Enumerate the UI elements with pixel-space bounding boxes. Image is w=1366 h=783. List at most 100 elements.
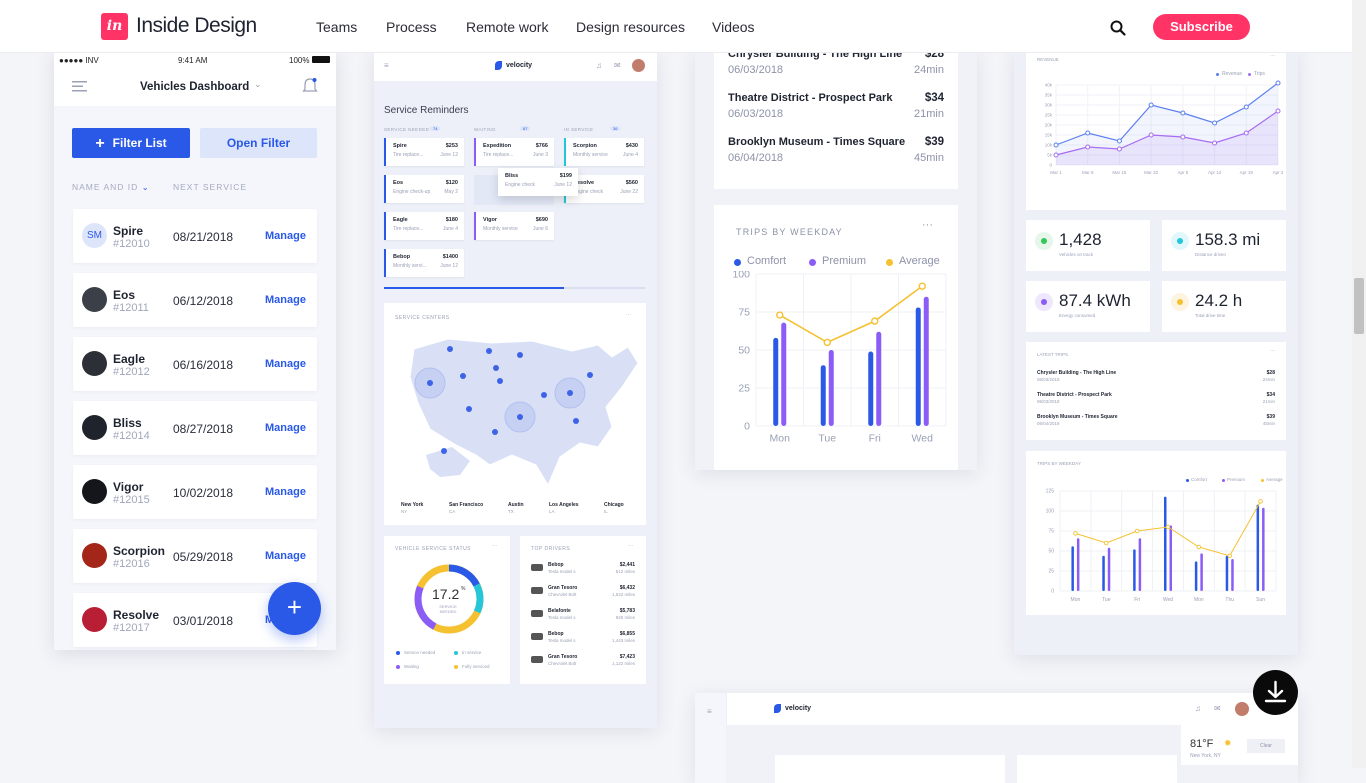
- point-trips[interactable]: [1053, 152, 1059, 158]
- bar-comfort[interactable]: [1102, 555, 1105, 591]
- service-status-donut[interactable]: [412, 562, 486, 636]
- bar-premium[interactable]: [1138, 538, 1142, 591]
- vehicle-row[interactable]: SM Spire #12010 08/21/2018 Manage: [73, 209, 317, 263]
- trips-weekday-mini-chart[interactable]: 0 25 50 75 100 125 Mon Tue Fri Wed Mon Thu Sun: [1026, 485, 1286, 615]
- vehicle-row[interactable]: Vigor #12015 10/02/2018 Manage: [73, 465, 317, 519]
- more-icon[interactable]: ···: [1270, 348, 1275, 354]
- avatar[interactable]: [1235, 702, 1249, 716]
- bar-premium[interactable]: [923, 296, 929, 426]
- manage-link[interactable]: Manage: [265, 358, 306, 370]
- bar-premium[interactable]: [1169, 525, 1173, 591]
- nav-design-resources[interactable]: Design resources: [576, 19, 685, 35]
- point-revenue[interactable]: [1053, 142, 1059, 148]
- bar-comfort[interactable]: [820, 365, 826, 426]
- stat-card[interactable]: 1,428 Vehicles on track: [1026, 220, 1150, 271]
- average-point[interactable]: [1134, 528, 1140, 534]
- bell-icon[interactable]: [302, 77, 318, 95]
- service-card[interactable]: Bliss Engine check $199 June 12: [498, 168, 578, 196]
- service-card[interactable]: Eos Engine check-up $120 May 2: [384, 175, 464, 203]
- service-card[interactable]: Bebop Monthly servi... $1400 June 12: [384, 249, 464, 277]
- download-button[interactable]: [1253, 670, 1298, 715]
- point-trips[interactable]: [1275, 108, 1281, 114]
- nav-remote-work[interactable]: Remote work: [466, 19, 549, 35]
- velocity-brand[interactable]: velocity: [785, 705, 812, 712]
- manage-link[interactable]: Manage: [265, 486, 306, 498]
- search-icon[interactable]: [1110, 20, 1126, 36]
- vehicle-row[interactable]: Bliss #12014 08/27/2018 Manage: [73, 401, 317, 455]
- average-point[interactable]: [1258, 499, 1263, 504]
- mini-trip-name[interactable]: Theatre District - Prospect Park: [1037, 392, 1112, 398]
- bar-comfort[interactable]: [915, 307, 921, 426]
- filter-list-button[interactable]: + Filter List: [72, 128, 190, 158]
- more-icon[interactable]: ···: [1270, 53, 1275, 59]
- mini-trip-name[interactable]: Brooklyn Museum - Times Square: [1037, 414, 1118, 420]
- average-point[interactable]: [823, 338, 831, 347]
- point-revenue[interactable]: [1212, 120, 1218, 126]
- nav-process[interactable]: Process: [386, 19, 437, 35]
- nav-videos[interactable]: Videos: [712, 19, 755, 35]
- point-trips[interactable]: [1212, 140, 1218, 146]
- bar-comfort[interactable]: [1071, 546, 1074, 591]
- bar-comfort[interactable]: [773, 337, 779, 426]
- manage-link[interactable]: Manage: [265, 422, 306, 434]
- scrollbar-thumb[interactable]: [1354, 278, 1364, 334]
- bar-premium[interactable]: [781, 322, 787, 426]
- city-name[interactable]: Austin: [508, 502, 524, 508]
- trip-name[interactable]: Chrysler Building - The High Line: [728, 50, 903, 60]
- bar-comfort[interactable]: [1256, 504, 1260, 591]
- menu-icon[interactable]: [72, 81, 87, 92]
- legend-label[interactable]: Average: [899, 255, 940, 267]
- subscribe-button[interactable]: Subscribe: [1153, 14, 1250, 40]
- bar-premium[interactable]: [1076, 538, 1080, 591]
- service-card[interactable]: Vigor Monthly service $690 June 6: [474, 212, 554, 240]
- average-point[interactable]: [1073, 531, 1078, 536]
- trip-name[interactable]: Brooklyn Museum - Times Square: [728, 136, 906, 148]
- page-scrollbar[interactable]: [1352, 0, 1366, 768]
- city-name[interactable]: New York: [401, 502, 424, 508]
- driver-name[interactable]: Belafonte: [548, 608, 571, 614]
- average-point[interactable]: [871, 317, 879, 325]
- point-revenue[interactable]: [1275, 80, 1281, 86]
- point-trips[interactable]: [1116, 146, 1122, 152]
- driver-name[interactable]: Bebop: [548, 631, 564, 637]
- bell-icon[interactable]: ♫: [1195, 704, 1201, 713]
- bell-icon[interactable]: ♫: [596, 61, 602, 70]
- bar-comfort[interactable]: [1225, 555, 1229, 591]
- city-name[interactable]: Chicago: [604, 502, 624, 508]
- stat-card[interactable]: 158.3 mi Distance driven: [1162, 220, 1286, 271]
- point-revenue[interactable]: [1148, 102, 1154, 108]
- average-point[interactable]: [1165, 524, 1171, 530]
- kanban-scroll-thumb[interactable]: [384, 287, 564, 289]
- logo-mark[interactable]: in: [101, 13, 128, 40]
- trip-name[interactable]: Theatre District - Prospect Park: [728, 92, 893, 104]
- more-icon[interactable]: ···: [492, 543, 497, 549]
- manage-link[interactable]: Manage: [265, 294, 306, 306]
- revenue-chart[interactable]: 0 5k 10k 15k 20k 25k 30k 35k 40k Mar 1 Mar 8 Mar 15…: [1026, 75, 1286, 210]
- open-filter-button[interactable]: Open Filter: [200, 128, 317, 158]
- dashboard-title[interactable]: Vehicles Dashboard: [140, 81, 250, 93]
- bar-premium[interactable]: [876, 331, 882, 426]
- bar-premium[interactable]: [1107, 547, 1111, 591]
- mini-trip-name[interactable]: Chrysler Building - The High Line: [1037, 370, 1117, 376]
- menu-icon[interactable]: ≡: [707, 707, 712, 716]
- bar-comfort[interactable]: [1133, 549, 1136, 591]
- chevron-down-icon[interactable]: ⌄: [254, 79, 262, 89]
- service-card[interactable]: Expedition Tire replace... $766 June 3: [474, 138, 554, 166]
- average-point[interactable]: [1227, 553, 1232, 559]
- point-trips[interactable]: [1180, 134, 1186, 140]
- more-icon[interactable]: ···: [626, 312, 631, 318]
- driver-name[interactable]: Gran Tesoro: [548, 585, 578, 591]
- city-name[interactable]: San Francisco: [449, 502, 484, 508]
- bar-premium[interactable]: [828, 350, 834, 426]
- legend-label[interactable]: Comfort: [747, 255, 787, 267]
- col-name-and-id[interactable]: NAME AND ID ⌄: [72, 182, 150, 193]
- service-card[interactable]: Spire Tire replace... $253 June 12: [384, 138, 464, 166]
- vehicle-row[interactable]: Scorpion #12016 05/29/2018 Manage: [73, 529, 317, 583]
- more-icon[interactable]: ···: [922, 219, 933, 231]
- manage-link[interactable]: Manage: [265, 550, 306, 562]
- point-trips[interactable]: [1085, 144, 1091, 150]
- stat-card[interactable]: 87.4 kWh Energy consumed: [1026, 281, 1150, 332]
- velocity-brand[interactable]: velocity: [506, 62, 533, 69]
- driver-name[interactable]: Gran Tesoro: [548, 654, 578, 660]
- col-next-service[interactable]: NEXT SERVICE: [173, 182, 248, 192]
